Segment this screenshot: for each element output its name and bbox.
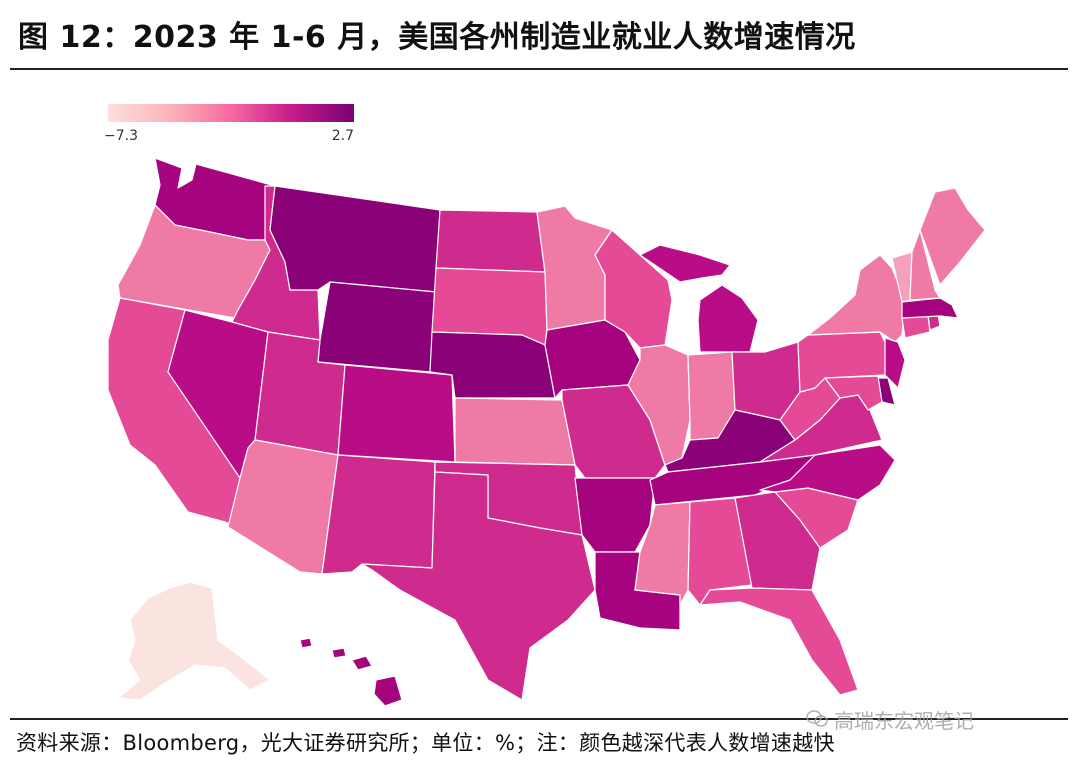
state-arizona[interactable]	[227, 439, 339, 575]
state-north-carolina[interactable]	[759, 444, 896, 501]
chart-title: 图 12：2023 年 1-6 月，美国各州制造业就业人数增速情况	[18, 20, 856, 55]
watermark: 高瑞东宏观笔记	[806, 705, 974, 734]
state-nebraska[interactable]	[429, 331, 556, 399]
state-massachusetts[interactable]	[901, 297, 959, 319]
state-wyoming[interactable]	[317, 281, 437, 373]
state-colorado[interactable]	[337, 364, 456, 463]
wechat-icon	[806, 709, 828, 733]
state-michigan[interactable]	[639, 244, 759, 353]
state-new-jersey[interactable]	[884, 337, 906, 389]
state-maryland[interactable]	[824, 375, 883, 411]
color-legend: −7.3 2.7	[104, 104, 354, 148]
state-arkansas[interactable]	[574, 477, 656, 553]
state-kansas[interactable]	[454, 397, 576, 466]
legend-max-label: 2.7	[331, 128, 354, 144]
legend-gradient-bar	[108, 104, 354, 122]
legend-min-label: −7.3	[104, 128, 138, 144]
state-hawaii[interactable]	[299, 637, 403, 707]
state-montana[interactable]	[269, 185, 441, 293]
source-note: 资料来源：Bloomberg，光大证券研究所；单位：%；注：颜色越深代表人数增速…	[16, 731, 835, 755]
state-minnesota[interactable]	[536, 205, 613, 331]
footer-divider	[10, 718, 1068, 720]
watermark-text: 高瑞东宏观笔记	[834, 709, 974, 733]
state-alaska[interactable]	[117, 581, 271, 701]
state-new-mexico[interactable]	[321, 454, 436, 575]
state-north-dakota[interactable]	[435, 209, 546, 273]
state-new-hampshire[interactable]	[909, 229, 941, 301]
state-connecticut[interactable]	[901, 314, 931, 339]
state-maine[interactable]	[919, 187, 986, 286]
state-texas[interactable]	[361, 471, 596, 701]
state-new-york[interactable]	[807, 254, 906, 343]
state-florida[interactable]	[699, 587, 859, 696]
title-divider	[10, 68, 1068, 70]
